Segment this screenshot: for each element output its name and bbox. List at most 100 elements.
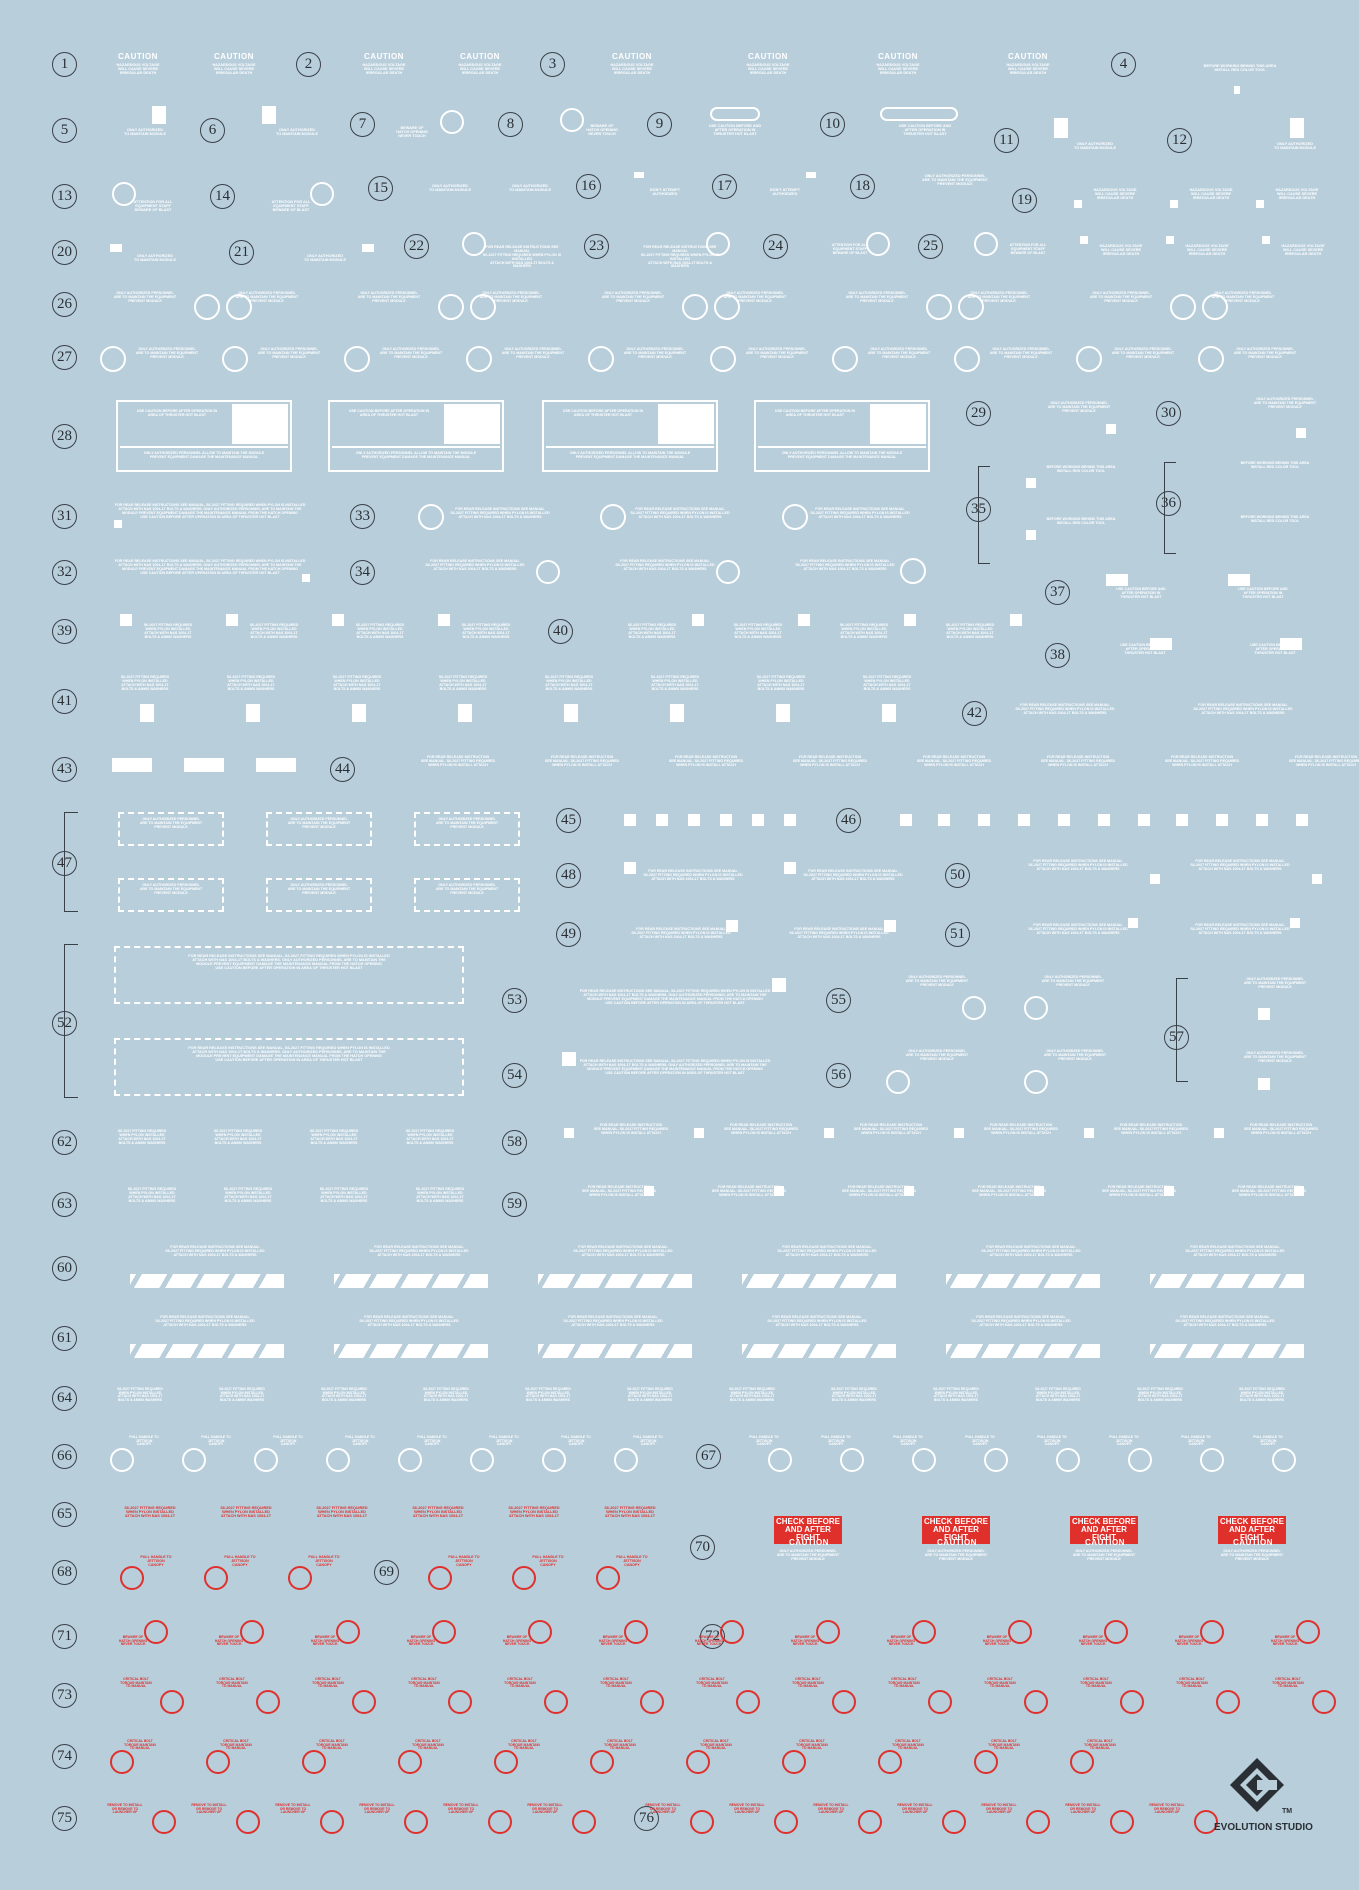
square-marker (688, 814, 700, 826)
decal-text: S6-2027 FITTING REQUIRED WHEN PYLON INST… (862, 675, 912, 691)
red-ring-marker (488, 1810, 512, 1834)
decal-text: ONLY AUTHORIZED PERSONNEL ARE TO MAINTAI… (257, 347, 321, 359)
ring-marker (886, 1070, 910, 1094)
decal-text: CRITICAL BOLT TORQUE MAINTAIN TO MANUAL (1084, 1739, 1116, 1751)
decal-text: FOR REAR RELEASE INSTRUCTIONS SEE MANUAL… (795, 559, 895, 571)
decal-text: ONLY AUTHORIZED PERSONNEL ARE TO MAINTAI… (776, 1549, 840, 1561)
decal-text: ONLY AUTHORIZED PERSONNEL ARE TO MAINTAI… (435, 817, 499, 829)
decal-text: PULL HANDLE TO JETTISON CANOPY (1109, 1435, 1139, 1447)
square-marker (1034, 1186, 1044, 1196)
brace-52 (64, 944, 78, 1098)
decal-text: BEWARE OF HATCH OPENING NEVER TOUCH (396, 126, 428, 139)
square-marker (1280, 638, 1302, 650)
decal-text: BEWARE OF HATCH OPENING NEVER TOUCH (586, 124, 618, 137)
decal-text: BEFORE WORKING BEHIND THIS AREA INSTALL … (1240, 515, 1310, 523)
square-marker (904, 1186, 914, 1196)
ring-marker (462, 232, 486, 256)
square-marker (564, 704, 578, 722)
decal-text: ONLY AUTHORIZED PERSONNEL ARE TO MAINTAI… (1243, 977, 1307, 989)
item-number-22: 22 (404, 234, 429, 259)
square-marker (726, 920, 738, 932)
decal-text: CRITICAL BOLT TORQUE MAINTAIN TO MANUAL (984, 1677, 1016, 1689)
decal-text: CRITICAL BOLT TORQUE MAINTAIN TO MANUAL (220, 1739, 252, 1751)
decal-text: DON'T ATTEMPT AUTHORIZED (769, 188, 801, 197)
square-marker (562, 1052, 576, 1066)
decal-text: FOR REAR RELEASE INSTRUCTION SEE MANUAL.… (841, 1185, 916, 1197)
brand-name: EVOLUTION STUDIO (1214, 1822, 1313, 1833)
brace-47 (64, 812, 78, 912)
item-number-40: 40 (548, 619, 573, 644)
decal-text: USE CAUTION BEFORE AND AFTER OPERATION I… (1238, 587, 1288, 599)
item-number-73: 73 (52, 1683, 77, 1708)
hatched-stripe (334, 1344, 488, 1358)
decal-text: BEWARE OF HATCH OPENING NEVER TOUCH (1270, 1635, 1300, 1647)
decal-text: S6-2027 FITTING REQUIRED WHEN PYLON INST… (319, 1187, 369, 1203)
decal-text: REMOVE TO INSTALL OR REMOVE TO LAUNCHER … (191, 1803, 227, 1815)
red-ring-marker (236, 1810, 260, 1834)
evolution-studio-logo (1228, 1756, 1286, 1814)
square-marker (772, 978, 786, 992)
red-ring-marker (640, 1690, 664, 1714)
square-marker (246, 704, 260, 722)
square-marker (656, 814, 668, 826)
item-number-48: 48 (556, 863, 581, 888)
ring-marker (866, 232, 890, 256)
decal-text: PULL HANDLE TO JETTISON CANOPY (345, 1435, 375, 1447)
square-marker (1026, 530, 1036, 540)
item-number-9: 9 (647, 112, 672, 137)
item-number-46: 46 (836, 808, 861, 833)
item-number-26: 26 (52, 292, 77, 317)
ring-marker (398, 1448, 422, 1472)
ring-marker (768, 1448, 792, 1472)
red-ring-marker (432, 1620, 456, 1644)
square-marker (1166, 236, 1174, 244)
ring-marker (542, 1448, 566, 1472)
decal-text: ONLY AUTHORIZED TO MAINTAIN MODULE (275, 128, 319, 137)
ring-marker (974, 232, 998, 256)
decal-text: ATTENTION FOR ALL EQUIPMENT STAFF BEWARE… (133, 200, 173, 213)
red-ring-marker (544, 1690, 568, 1714)
square-marker (226, 614, 238, 626)
square-marker (1290, 118, 1304, 138)
item-number-3: 3 (540, 52, 565, 77)
item-number-21: 21 (229, 240, 254, 265)
item-number-74: 74 (52, 1744, 77, 1769)
decal-text: REMOVE TO INSTALL OR REMOVE TO LAUNCHER … (981, 1803, 1017, 1815)
brace-57 (1176, 978, 1188, 1082)
decal-text: FOR REAR RELEASE INSTRUCTIONS SEE MANUAL… (777, 1245, 877, 1257)
square-marker (1312, 874, 1322, 884)
red-ring-marker (1296, 1620, 1320, 1644)
hatched-stripe (946, 1344, 1100, 1358)
decal-text: BEWARE OF HATCH OPENING NEVER TOUCH (886, 1635, 916, 1647)
decal-text: PULL HANDLE TO JETTISON CANOPY (201, 1435, 231, 1447)
decal-text: CRITICAL BOLT TORQUE MAINTAIN TO MANUAL (316, 1739, 348, 1751)
item-number-32: 32 (52, 560, 77, 585)
square-marker (644, 1186, 654, 1196)
ring-marker (438, 294, 464, 320)
decal-text: FOR REAR RELEASE INSTRUCTIONS SEE MANUAL… (563, 1315, 663, 1327)
decal-text: FOR REAR RELEASE INSTRUCTIONS SEE MANUAL… (803, 869, 903, 881)
item-number-33: 33 (350, 504, 375, 529)
ring-marker (962, 996, 986, 1020)
decal-text: ONLY AUTHORIZED PERSONNEL ARE TO MAINTAI… (1233, 347, 1297, 359)
decal-text: FOR REAR RELEASE INSTRUCTION SEE MANUAL.… (916, 755, 992, 767)
decal-text: PULL HANDLE TO JETTISON CANOPY (1181, 1435, 1211, 1447)
red-ring-marker (832, 1690, 856, 1714)
decal-text: S6-2027 FITTING REQUIRED WHEN PYLON INST… (831, 1387, 877, 1403)
decal-text: CRITICAL BOLT TORQUE MAINTAIN TO MANUAL (1272, 1677, 1304, 1689)
decal-text: ONLY AUTHORIZED PERSONNEL ARE TO MAINTAI… (922, 174, 988, 187)
decal-text: FOR REAR RELEASE INSTRUCTIONS SEE MANUAL… (1028, 923, 1128, 935)
decal-text: S6-2027 FITTING REQUIRED WHEN PYLON INST… (220, 1506, 272, 1519)
hatched-stripe (538, 1344, 692, 1358)
square-marker (1150, 638, 1172, 650)
decal-text: BEFORE WORKING BEHIND THIS AREA INSTALL … (1046, 517, 1116, 525)
decal-text: FOR REAR RELEASE INSTRUCTION SEE MANUAL.… (1231, 1185, 1306, 1197)
decal-text: FOR REAR RELEASE INSTRUCTION SEE MANUAL.… (668, 755, 744, 767)
item-number-59: 59 (502, 1192, 527, 1217)
decal-text: FOR REAR RELEASE INSTRUCTIONS SEE MANUAL… (1190, 859, 1290, 871)
decal-text: S6-2027 FITTING REQUIRED WHEN PYLON INST… (316, 1506, 368, 1519)
square-marker (1080, 236, 1088, 244)
decal-text: REMOVE TO INSTALL OR REMOVE TO LAUNCHER … (443, 1803, 479, 1815)
item-number-15: 15 (368, 176, 393, 201)
decal-text: ONLY AUTHORIZED TO MAINTAIN MODULE (303, 254, 347, 263)
